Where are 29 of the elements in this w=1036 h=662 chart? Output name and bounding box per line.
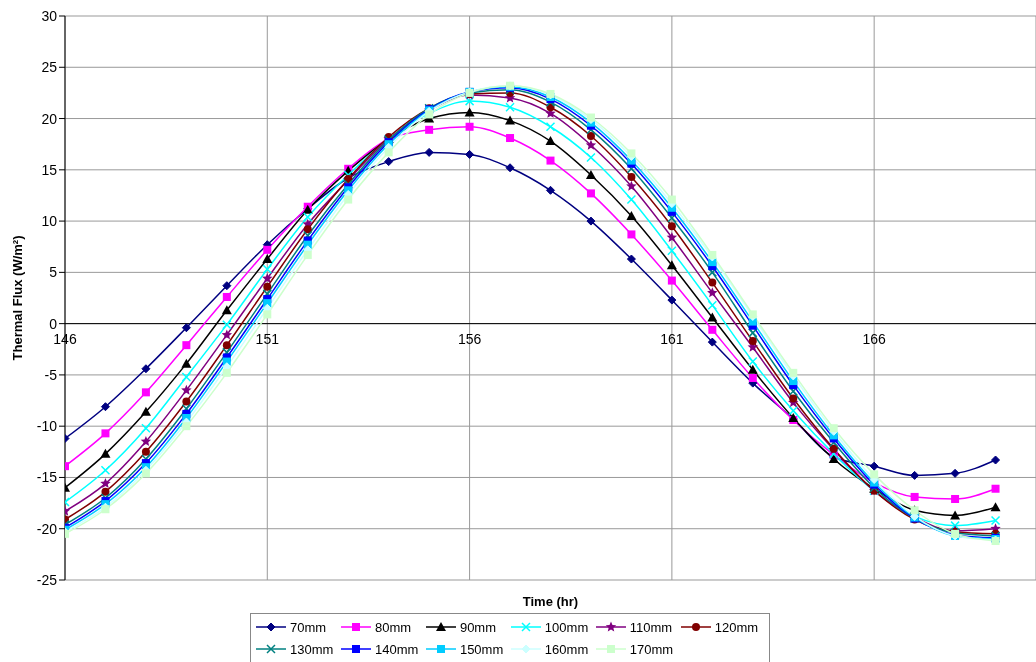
y-tick-label: 10: [41, 213, 58, 230]
legend-label: 160mm: [544, 641, 589, 657]
y-tick-label: 15: [41, 161, 58, 178]
legend-label: 100mm: [544, 619, 589, 635]
legend-label: 90mm: [459, 619, 497, 635]
y-tick-label: -25: [36, 571, 58, 588]
y-tick-label: 0: [49, 315, 58, 332]
x-tick-label: 156: [457, 330, 482, 347]
y-tick-label: 30: [41, 7, 58, 24]
legend-label: 110mm: [629, 619, 673, 635]
y-tick-label: -15: [36, 469, 58, 486]
y-axis-title: Thermal Flux (W/m²): [10, 235, 25, 361]
legend-label: 80mm: [374, 619, 412, 635]
x-tick-label: 151: [255, 330, 280, 347]
legend-label: 130mm: [290, 641, 334, 657]
y-tick-label: -10: [36, 418, 58, 435]
y-tick-label: 5: [49, 264, 58, 281]
y-tick-label: -5: [44, 366, 58, 383]
legend-label: 140mm: [374, 641, 419, 657]
x-tick-label: 166: [862, 330, 887, 347]
x-tick-label: 161: [660, 330, 684, 347]
y-tick-label: -20: [36, 520, 58, 537]
legend-label: 70mm: [290, 619, 327, 635]
legend-label: 150mm: [459, 641, 504, 657]
x-axis-title: Time (hr): [522, 594, 579, 609]
legend-label: 120mm: [714, 619, 759, 635]
legend-label: 170mm: [629, 641, 674, 657]
y-tick-label: 20: [41, 110, 58, 127]
y-tick-label: 25: [41, 59, 58, 76]
